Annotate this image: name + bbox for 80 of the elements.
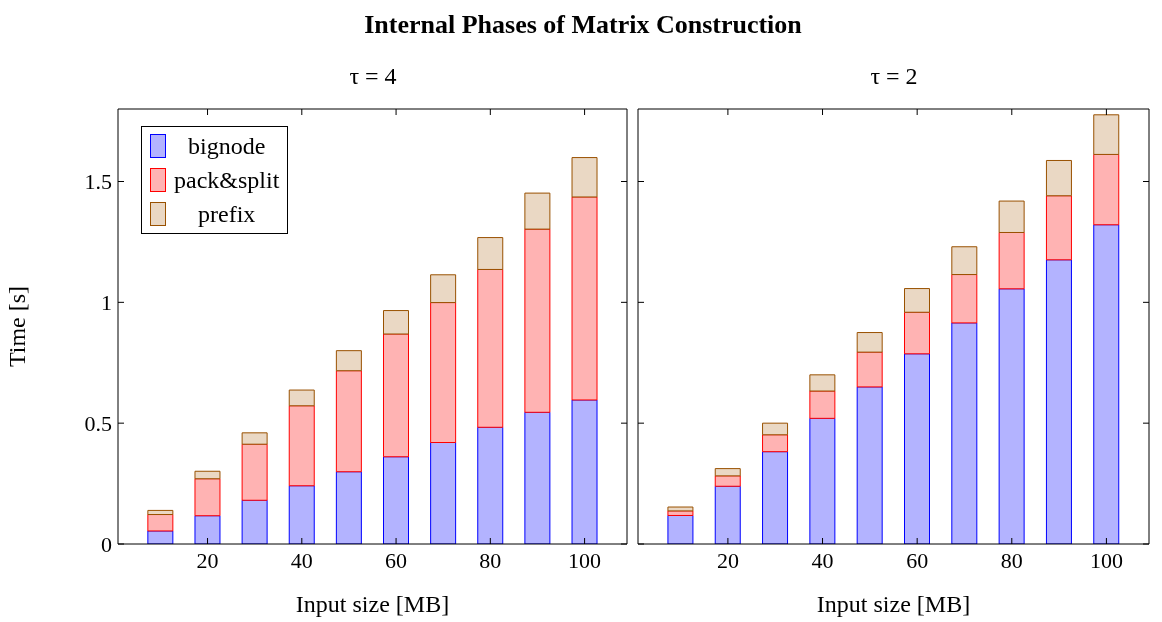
bar bbox=[194, 478, 221, 517]
y-tick-label: 0.5 bbox=[84, 410, 112, 436]
bar bbox=[194, 470, 221, 480]
bar bbox=[288, 389, 315, 407]
bar bbox=[998, 288, 1025, 544]
bar bbox=[335, 370, 362, 473]
x-axis-title: Input size [MB] bbox=[295, 591, 450, 617]
bar bbox=[147, 514, 174, 532]
y-tick-label: 1 bbox=[101, 290, 112, 316]
bar bbox=[147, 509, 174, 516]
bar bbox=[809, 374, 836, 392]
legend-label: prefix bbox=[197, 200, 257, 228]
y-axis-title: Time [s] bbox=[3, 285, 30, 368]
bar bbox=[1045, 159, 1072, 197]
bar bbox=[809, 390, 836, 419]
x-tick-label: 100 bbox=[1089, 547, 1123, 573]
y-tick-label: 0 bbox=[101, 531, 112, 557]
x-axis-title: Input size [MB] bbox=[816, 591, 971, 617]
bar bbox=[1093, 153, 1120, 226]
bar bbox=[856, 351, 883, 388]
bar bbox=[856, 332, 883, 353]
bar bbox=[856, 386, 883, 544]
bar bbox=[998, 200, 1025, 233]
bar bbox=[667, 506, 694, 512]
bar bbox=[714, 485, 741, 544]
x-tick-label: 40 bbox=[811, 547, 834, 573]
bar bbox=[241, 499, 268, 544]
bar bbox=[571, 157, 598, 198]
x-tick-label: 60 bbox=[906, 547, 929, 573]
bar bbox=[335, 471, 362, 544]
bar bbox=[430, 302, 457, 443]
y-tick-label: 1.5 bbox=[84, 169, 112, 195]
x-tick-label: 100 bbox=[568, 547, 602, 573]
bar bbox=[762, 451, 789, 544]
bar bbox=[904, 311, 930, 355]
x-tick-label: 80 bbox=[1000, 547, 1023, 573]
bar bbox=[951, 274, 978, 324]
bar bbox=[477, 237, 504, 270]
bar bbox=[524, 411, 551, 544]
bar bbox=[1045, 259, 1072, 544]
bar bbox=[477, 268, 504, 428]
bar bbox=[241, 432, 268, 445]
chart-subtitle: τ = 4 bbox=[348, 63, 398, 90]
bar bbox=[571, 196, 598, 401]
x-tick-label: 20 bbox=[716, 547, 739, 573]
bar bbox=[1045, 195, 1072, 261]
bar bbox=[667, 514, 694, 544]
bar bbox=[241, 443, 268, 501]
bar bbox=[951, 322, 978, 544]
bar bbox=[194, 515, 221, 544]
bar bbox=[1093, 114, 1120, 155]
x-tick-label: 60 bbox=[385, 547, 408, 573]
bar bbox=[571, 399, 598, 544]
bar bbox=[762, 434, 789, 453]
bar bbox=[904, 353, 930, 544]
legend-label: bignode bbox=[187, 132, 267, 160]
bar bbox=[951, 246, 978, 276]
bar bbox=[1093, 224, 1120, 544]
chart-title: Internal Phases of Matrix Construction bbox=[363, 10, 803, 40]
bar bbox=[524, 192, 551, 230]
bar bbox=[430, 442, 457, 544]
bar bbox=[477, 426, 504, 544]
bar bbox=[714, 468, 741, 477]
x-tick-label: 80 bbox=[479, 547, 502, 573]
bar bbox=[383, 456, 409, 544]
bar bbox=[430, 274, 457, 304]
bar bbox=[524, 228, 551, 413]
bar bbox=[762, 422, 789, 436]
bar bbox=[809, 417, 836, 544]
x-tick-label: 20 bbox=[196, 547, 219, 573]
bar bbox=[998, 231, 1025, 290]
legend-label: pack&split bbox=[174, 166, 280, 194]
bar bbox=[288, 485, 315, 544]
bar bbox=[383, 310, 409, 335]
chart-subtitle: τ = 2 bbox=[869, 63, 919, 90]
bar bbox=[335, 350, 362, 372]
x-tick-label: 40 bbox=[290, 547, 313, 573]
bar bbox=[383, 333, 409, 458]
bar bbox=[904, 288, 930, 313]
bar bbox=[288, 405, 315, 487]
